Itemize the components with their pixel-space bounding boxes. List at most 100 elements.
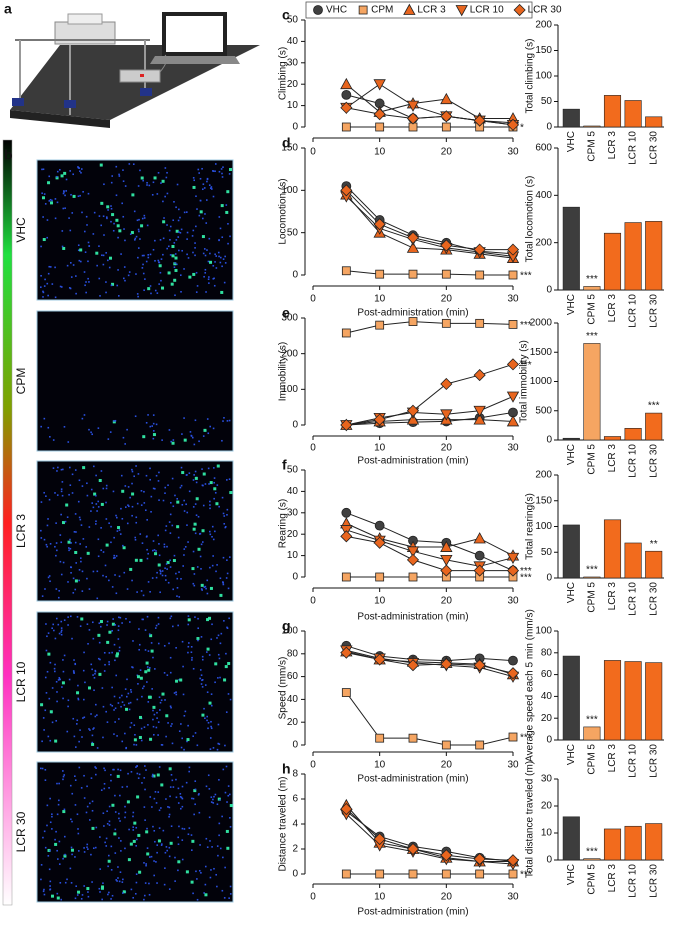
heatmap-speck bbox=[194, 616, 196, 618]
heatmap-speck bbox=[212, 747, 215, 749]
heatmap-speck bbox=[105, 518, 108, 520]
heatmap-speck bbox=[96, 597, 99, 600]
heatmap-speck bbox=[160, 744, 163, 746]
series-line bbox=[345, 195, 514, 257]
heatmap-speck bbox=[102, 487, 105, 490]
heatmap-speck bbox=[226, 627, 229, 629]
heatmap-speck bbox=[187, 615, 190, 617]
heatmap-speck bbox=[63, 171, 67, 175]
heatmap-speck bbox=[64, 207, 66, 209]
heatmap-speck bbox=[79, 248, 83, 252]
heatmap-speck bbox=[152, 437, 155, 440]
heatmap-speck bbox=[111, 282, 115, 286]
heatmap-speck bbox=[203, 248, 206, 250]
y-tick-label: 80 bbox=[541, 647, 553, 658]
heatmap-speck bbox=[141, 542, 144, 544]
heatmap-speck bbox=[158, 696, 161, 698]
heatmap-speck bbox=[105, 543, 109, 547]
heatmap-speck bbox=[62, 778, 64, 781]
heatmap-speck bbox=[76, 813, 79, 816]
heatmap-speck bbox=[168, 521, 171, 523]
heatmap-speck bbox=[164, 867, 166, 869]
y-tick-label: 0 bbox=[546, 573, 552, 584]
heatmap-speck bbox=[52, 623, 55, 626]
heatmap-speck bbox=[149, 590, 151, 593]
heatmap-speck bbox=[209, 748, 212, 750]
heatmap-speck bbox=[150, 292, 152, 295]
significance: *** bbox=[520, 573, 532, 584]
heatmap-speck bbox=[47, 735, 50, 738]
heatmap-speck bbox=[117, 625, 120, 627]
heatmap-speck bbox=[106, 624, 108, 626]
heatmap-speck bbox=[137, 247, 140, 249]
heatmap-speck bbox=[117, 629, 120, 632]
heatmap-speck bbox=[200, 588, 203, 590]
heatmap-speck bbox=[226, 514, 228, 516]
heatmap-speck bbox=[165, 563, 168, 565]
heatmap-speck bbox=[106, 822, 109, 825]
y-axis-title: Climbing (s) bbox=[278, 47, 289, 100]
heatmap-speck bbox=[227, 794, 230, 797]
heatmap-speck bbox=[111, 894, 114, 897]
heatmap-speck bbox=[102, 254, 105, 257]
heatmap-speck bbox=[160, 783, 164, 787]
marker bbox=[440, 409, 453, 421]
heatmap-speck bbox=[107, 893, 109, 896]
heatmap-speck bbox=[113, 832, 117, 836]
heatmap-speck bbox=[220, 204, 224, 208]
heatmap-speck bbox=[106, 620, 109, 623]
heatmap-speck bbox=[89, 802, 91, 805]
heatmap bbox=[36, 159, 234, 301]
heatmap-speck bbox=[176, 183, 179, 186]
heatmap-speck bbox=[180, 290, 182, 293]
heatmap-speck bbox=[130, 888, 133, 891]
heatmap-speck bbox=[194, 788, 197, 791]
heatmap-speck bbox=[63, 190, 65, 192]
heatmap-speck bbox=[49, 198, 52, 201]
heatmap-speck bbox=[226, 572, 229, 575]
heatmap-speck bbox=[109, 703, 112, 706]
heatmap-speck bbox=[83, 847, 85, 849]
heatmap-speck bbox=[78, 740, 80, 743]
marker bbox=[373, 108, 386, 121]
heatmap-speck bbox=[43, 417, 46, 420]
marker bbox=[408, 317, 418, 326]
heatmap-speck bbox=[143, 214, 146, 217]
heatmap-speck bbox=[221, 439, 223, 442]
heatmap-speck bbox=[153, 549, 156, 551]
heatmap-speck bbox=[225, 652, 227, 655]
heatmap-speck bbox=[168, 767, 172, 771]
heatmap-speck bbox=[111, 586, 114, 588]
heatmap-speck bbox=[144, 509, 147, 512]
heatmap-speck bbox=[229, 893, 232, 895]
heatmap-speck bbox=[137, 473, 140, 475]
heatmap-speck bbox=[149, 425, 152, 428]
heatmap-speck bbox=[183, 828, 186, 830]
heatmap-speck bbox=[152, 718, 154, 721]
heatmap-speck bbox=[155, 474, 158, 477]
heatmap-speck bbox=[133, 475, 135, 478]
heatmap-speck bbox=[127, 692, 130, 695]
heatmap-speck bbox=[162, 220, 166, 224]
bar bbox=[603, 232, 622, 291]
heatmap-speck bbox=[62, 810, 66, 814]
heatmap-speck bbox=[213, 497, 215, 500]
heatmap-speck bbox=[95, 520, 97, 523]
heatmap-speck bbox=[123, 571, 126, 574]
heatmap-speck bbox=[178, 208, 180, 211]
heatmap-speck bbox=[122, 546, 126, 550]
marker bbox=[508, 869, 518, 879]
heatmap-speck bbox=[175, 229, 179, 233]
heatmap-speck bbox=[63, 426, 66, 428]
heatmap-speck bbox=[203, 187, 206, 189]
bar bbox=[603, 95, 622, 128]
heatmap-speck bbox=[219, 261, 222, 264]
y-tick-label: 50 bbox=[287, 227, 299, 238]
heatmap-speck bbox=[201, 468, 203, 470]
heatmap-speck bbox=[68, 547, 70, 549]
heatmap-speck bbox=[105, 487, 108, 490]
heatmap-speck bbox=[102, 736, 104, 739]
heatmap-speck bbox=[173, 554, 176, 557]
heatmap-speck bbox=[70, 566, 73, 569]
bar bbox=[624, 825, 642, 861]
